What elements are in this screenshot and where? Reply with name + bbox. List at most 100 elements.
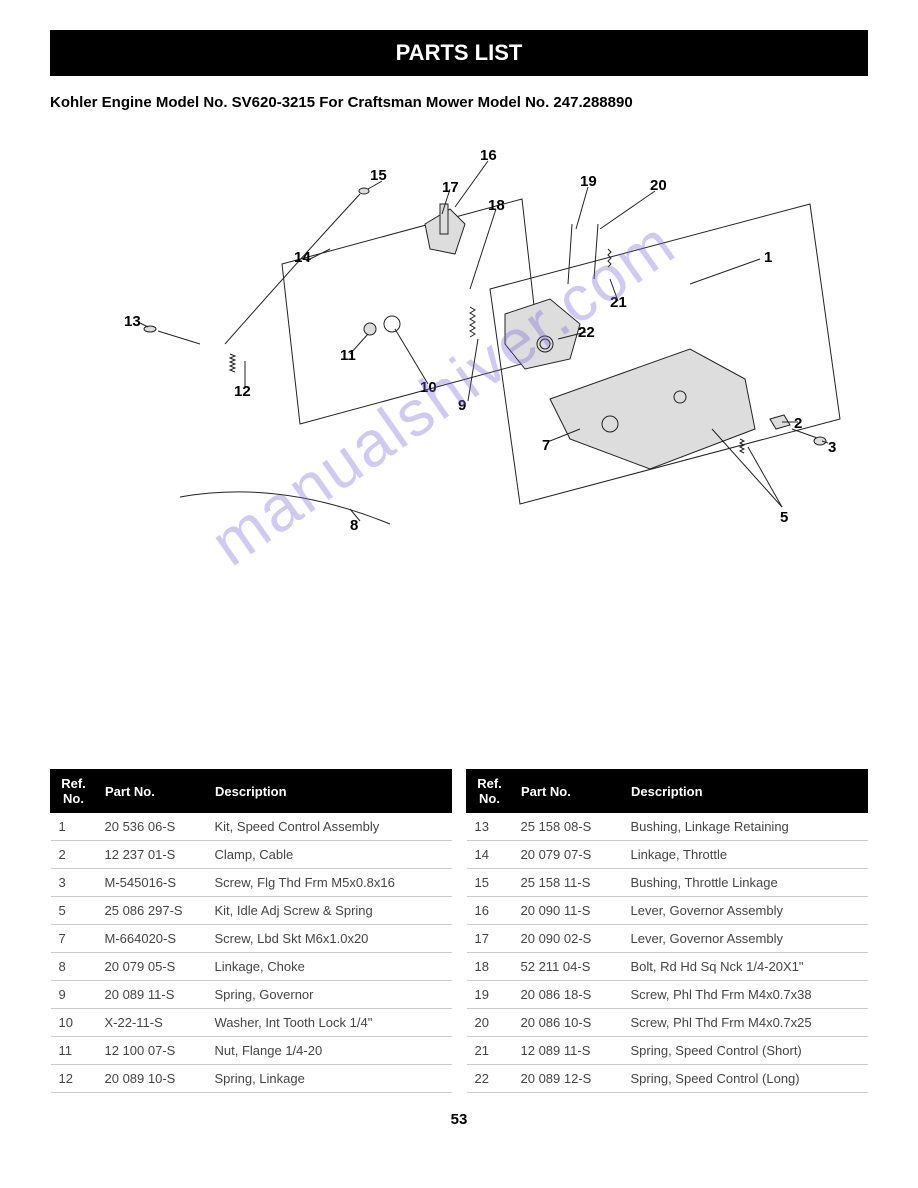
cell-desc: Bushing, Throttle Linkage: [623, 869, 868, 897]
cell-desc: Spring, Speed Control (Long): [623, 1065, 868, 1093]
table-row: 10X-22-11-SWasher, Int Tooth Lock 1/4": [51, 1009, 452, 1037]
cell-ref: 7: [51, 925, 97, 953]
col-ref: Ref.No.: [467, 770, 513, 813]
cell-desc: Linkage, Throttle: [623, 841, 868, 869]
table-row: 920 089 11-SSpring, Governor: [51, 981, 452, 1009]
cell-part: 12 237 01-S: [97, 841, 207, 869]
table-row: 1852 211 04-SBolt, Rd Hd Sq Nck 1/4-20X1…: [467, 953, 868, 981]
cell-desc: Screw, Lbd Skt M6x1.0x20: [207, 925, 452, 953]
col-desc: Description: [623, 770, 868, 813]
table-row: 1525 158 11-SBushing, Throttle Linkage: [467, 869, 868, 897]
cell-ref: 18: [467, 953, 513, 981]
cell-part: 20 086 18-S: [513, 981, 623, 1009]
cell-ref: 20: [467, 1009, 513, 1037]
cell-ref: 9: [51, 981, 97, 1009]
cell-part: 12 100 07-S: [97, 1037, 207, 1065]
cell-ref: 19: [467, 981, 513, 1009]
cell-part: 25 158 11-S: [513, 869, 623, 897]
table-row: 2220 089 12-SSpring, Speed Control (Long…: [467, 1065, 868, 1093]
subtitle: Kohler Engine Model No. SV620-3215 For C…: [50, 94, 868, 111]
cell-ref: 22: [467, 1065, 513, 1093]
parts-table-left: Ref.No. Part No. Description 120 536 06-…: [50, 769, 452, 1093]
cell-part: 20 090 11-S: [513, 897, 623, 925]
table-row: 1720 090 02-SLever, Governor Assembly: [467, 925, 868, 953]
table-row: 120 536 06-SKit, Speed Control Assembly: [51, 813, 452, 841]
col-part: Part No.: [97, 770, 207, 813]
cell-ref: 21: [467, 1037, 513, 1065]
cell-desc: Screw, Phl Thd Frm M4x0.7x25: [623, 1009, 868, 1037]
cell-part: 20 089 10-S: [97, 1065, 207, 1093]
cell-part: M-545016-S: [97, 869, 207, 897]
cell-desc: Nut, Flange 1/4-20: [207, 1037, 452, 1065]
cell-part: X-22-11-S: [97, 1009, 207, 1037]
cell-part: 25 158 08-S: [513, 813, 623, 841]
callout-20: 20: [650, 177, 667, 194]
cell-desc: Lever, Governor Assembly: [623, 897, 868, 925]
cell-ref: 17: [467, 925, 513, 953]
cell-ref: 15: [467, 869, 513, 897]
cell-desc: Kit, Speed Control Assembly: [207, 813, 452, 841]
callout-3: 3: [828, 439, 836, 456]
table-row: 1620 090 11-SLever, Governor Assembly: [467, 897, 868, 925]
cell-desc: Spring, Speed Control (Short): [623, 1037, 868, 1065]
exploded-diagram: 161517192018141211311221210927358 manual…: [50, 129, 868, 569]
callout-22: 22: [578, 324, 595, 341]
parts-table-right: Ref.No. Part No. Description 1325 158 08…: [466, 769, 868, 1093]
table-row: 525 086 297-SKit, Idle Adj Screw & Sprin…: [51, 897, 452, 925]
cell-desc: Bushing, Linkage Retaining: [623, 813, 868, 841]
callout-15: 15: [370, 167, 387, 184]
table-row: 2020 086 10-SScrew, Phl Thd Frm M4x0.7x2…: [467, 1009, 868, 1037]
table-row: 212 237 01-SClamp, Cable: [51, 841, 452, 869]
table-row: 1920 086 18-SScrew, Phl Thd Frm M4x0.7x3…: [467, 981, 868, 1009]
table-row: 1112 100 07-SNut, Flange 1/4-20: [51, 1037, 452, 1065]
callout-10: 10: [420, 379, 437, 396]
cell-ref: 5: [51, 897, 97, 925]
cell-desc: Washer, Int Tooth Lock 1/4": [207, 1009, 452, 1037]
cell-desc: Linkage, Choke: [207, 953, 452, 981]
cell-part: 20 079 07-S: [513, 841, 623, 869]
cell-part: 20 536 06-S: [97, 813, 207, 841]
cell-ref: 1: [51, 813, 97, 841]
cell-desc: Screw, Phl Thd Frm M4x0.7x38: [623, 981, 868, 1009]
callout-18: 18: [488, 197, 505, 214]
table-row: 820 079 05-SLinkage, Choke: [51, 953, 452, 981]
callout-13: 13: [124, 313, 141, 330]
table-row: 1220 089 10-SSpring, Linkage: [51, 1065, 452, 1093]
cell-ref: 16: [467, 897, 513, 925]
cell-ref: 10: [51, 1009, 97, 1037]
cell-desc: Spring, Governor: [207, 981, 452, 1009]
callout-17: 17: [442, 179, 459, 196]
cell-part: 20 089 12-S: [513, 1065, 623, 1093]
callout-19: 19: [580, 173, 597, 190]
callout-12: 12: [234, 383, 251, 400]
callout-16: 16: [480, 147, 497, 164]
cell-ref: 13: [467, 813, 513, 841]
callout-9: 9: [458, 397, 466, 414]
callout-5: 5: [780, 509, 788, 526]
cell-part: 20 079 05-S: [97, 953, 207, 981]
cell-desc: Screw, Flg Thd Frm M5x0.8x16: [207, 869, 452, 897]
col-desc: Description: [207, 770, 452, 813]
cell-ref: 2: [51, 841, 97, 869]
cell-part: 20 090 02-S: [513, 925, 623, 953]
callout-21: 21: [610, 294, 627, 311]
cell-ref: 8: [51, 953, 97, 981]
cell-desc: Lever, Governor Assembly: [623, 925, 868, 953]
callout-7: 7: [542, 437, 550, 454]
cell-part: 25 086 297-S: [97, 897, 207, 925]
table-row: 1325 158 08-SBushing, Linkage Retaining: [467, 813, 868, 841]
page-number: 53: [50, 1111, 868, 1128]
cell-part: M-664020-S: [97, 925, 207, 953]
cell-desc: Kit, Idle Adj Screw & Spring: [207, 897, 452, 925]
cell-part: 20 086 10-S: [513, 1009, 623, 1037]
cell-ref: 14: [467, 841, 513, 869]
callout-11: 11: [340, 347, 356, 364]
cell-part: 12 089 11-S: [513, 1037, 623, 1065]
table-row: 3M-545016-SScrew, Flg Thd Frm M5x0.8x16: [51, 869, 452, 897]
title-bar: PARTS LIST: [50, 30, 868, 76]
cell-ref: 11: [51, 1037, 97, 1065]
cell-part: 20 089 11-S: [97, 981, 207, 1009]
cell-desc: Bolt, Rd Hd Sq Nck 1/4-20X1": [623, 953, 868, 981]
callout-2: 2: [794, 415, 802, 432]
diagram-svg: [50, 129, 868, 569]
